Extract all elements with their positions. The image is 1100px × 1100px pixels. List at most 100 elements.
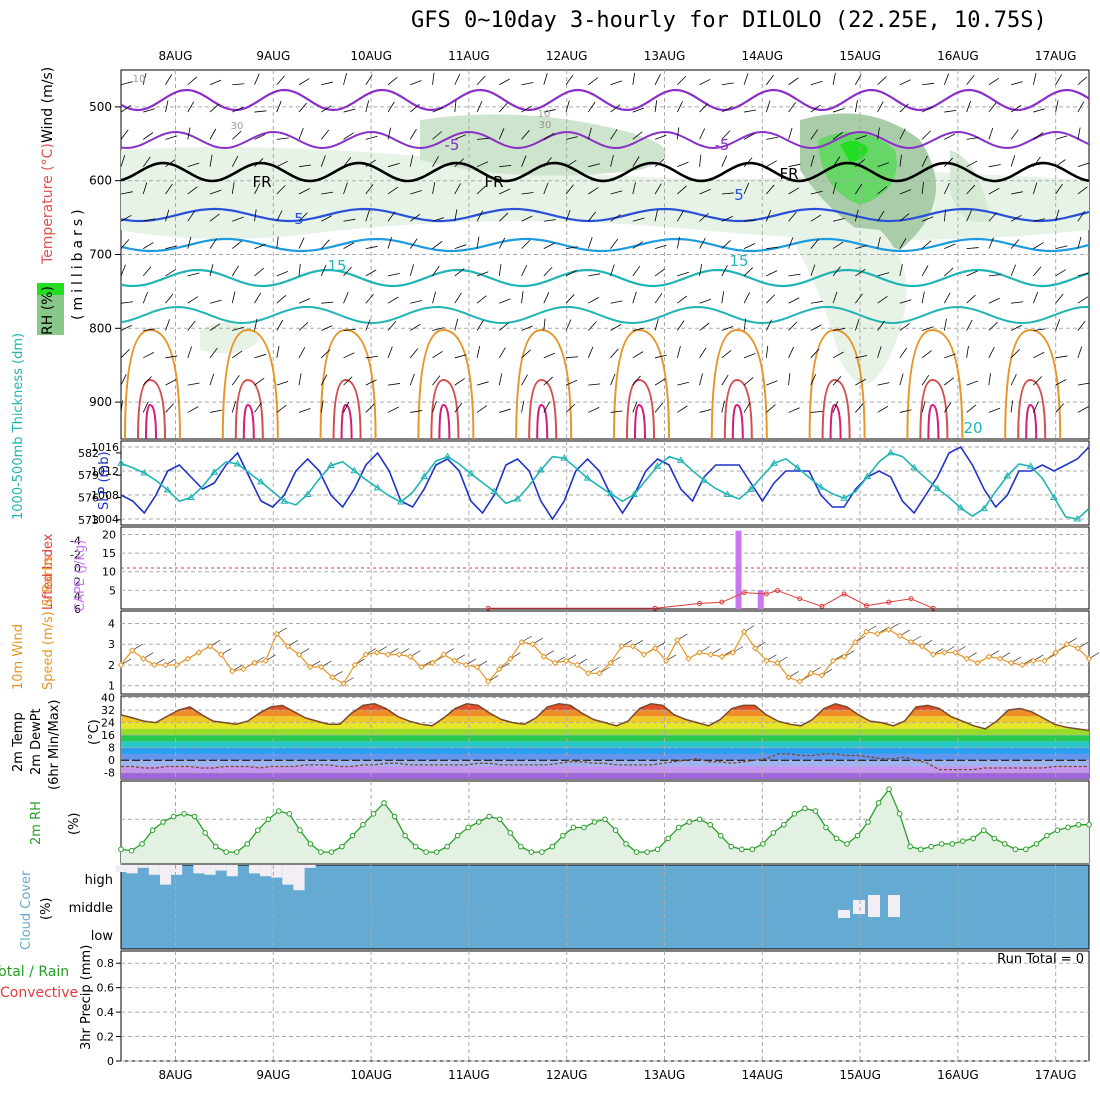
wind-barb (988, 274, 1001, 277)
wind-barb (854, 318, 860, 331)
isotherm-30 (821, 378, 851, 440)
rh-marker (528, 849, 535, 855)
wind-barb (899, 79, 911, 86)
li-marker (797, 596, 803, 602)
wind10m-marker (651, 645, 659, 652)
cloud-high-gap (215, 865, 227, 871)
wind10m-marker (184, 655, 191, 662)
cloud-high-gap (193, 865, 205, 874)
wind-barb (966, 210, 972, 222)
isotherm-minus5 (120, 130, 1090, 150)
wind10m-marker (529, 640, 536, 648)
bottom-day-label: 16AUG (937, 1068, 979, 1082)
wind-barb (565, 294, 575, 304)
wind-barb (454, 183, 461, 195)
rh-shade-area (780, 220, 907, 384)
wind-barb (142, 72, 147, 85)
rh-marker (202, 830, 208, 836)
wind10m-marker (306, 663, 314, 671)
wind-barb (766, 136, 779, 140)
temp-unit-label: (°C) (87, 719, 102, 745)
wind10m-marker (429, 659, 436, 667)
wind-barb (899, 409, 912, 413)
cape-axis-label: CAPE (J/kg) (73, 540, 88, 612)
wind-barb (409, 154, 414, 167)
wind-barb (832, 131, 843, 140)
wind-barb (521, 325, 533, 331)
li-marker (819, 603, 825, 609)
wind-barb (143, 328, 156, 331)
wind10m-marker (562, 657, 570, 665)
wind-barb (521, 291, 524, 304)
wind-barb (565, 379, 578, 386)
wind-barb (165, 319, 170, 331)
wind-barb (343, 218, 356, 222)
rh-marker (654, 846, 661, 853)
wind-barb (877, 405, 889, 413)
wind-barb (922, 82, 935, 86)
wind-barb (276, 100, 282, 113)
wind-barb (142, 291, 148, 304)
wind10m-marker (1063, 640, 1070, 648)
wind-barb (855, 378, 866, 386)
cloud-high-gap (171, 865, 183, 875)
wind-barb (232, 350, 243, 359)
precip-convective-label: Convective (0, 985, 78, 1001)
wind-barb (432, 156, 439, 167)
wind-barb (743, 401, 751, 413)
wind-barb (1077, 406, 1089, 413)
wind10m-marker (484, 678, 492, 685)
wind-barb (499, 408, 511, 413)
rh-marker (1033, 841, 1040, 847)
wind10m-marker (1074, 645, 1082, 652)
wind-barb (343, 328, 356, 331)
wind-barb (587, 127, 592, 140)
wind-barb (254, 158, 264, 167)
rh-marker (760, 841, 766, 847)
top-day-label: 16AUG (937, 49, 979, 63)
wind-barb (432, 327, 445, 331)
bottom-day-label: 14AUG (742, 1068, 784, 1082)
wind-barb (1033, 108, 1046, 113)
rh-marker (496, 816, 503, 823)
temp-band (121, 772, 1089, 779)
rh-marker (781, 821, 787, 828)
wind-barb (187, 76, 198, 86)
thickness-marker (886, 448, 895, 456)
isotherm-35 (829, 403, 842, 440)
wind-barb (632, 241, 643, 249)
cloud-panel: high middle low (69, 864, 1090, 950)
wind-barb (855, 293, 863, 304)
wind-barb (810, 155, 815, 167)
wind-barb (677, 271, 689, 277)
rh-marker (738, 846, 745, 853)
wind-barb (543, 242, 555, 249)
wind10m-marker (841, 653, 848, 660)
contour-label: 5 (734, 186, 744, 204)
wind-barb (632, 107, 645, 113)
wind-barb (432, 375, 441, 386)
rh-shade-area (420, 114, 666, 176)
rh-marker (349, 832, 356, 839)
wind-barb (521, 374, 528, 386)
wind-barb (365, 269, 377, 277)
wind-barb (855, 183, 863, 195)
wind-barb (854, 100, 858, 113)
isotherm-25 (906, 328, 964, 440)
top-day-label: 9AUG (256, 49, 290, 63)
wind-barb (610, 238, 619, 249)
wind-barb (966, 380, 979, 386)
wind-barb (254, 243, 266, 249)
wind-barb (921, 216, 934, 222)
wind-barb (320, 400, 324, 413)
cloud-middle-gap (868, 895, 880, 917)
wind-barb (254, 292, 262, 304)
cloud-high-gap (293, 865, 305, 891)
cape-tick-label: 20 (102, 528, 116, 541)
wind-barb (699, 128, 706, 140)
wind-barb (676, 320, 685, 331)
thickness-marker (117, 459, 125, 466)
wind-barb (899, 189, 912, 195)
wind-barb (699, 188, 711, 195)
